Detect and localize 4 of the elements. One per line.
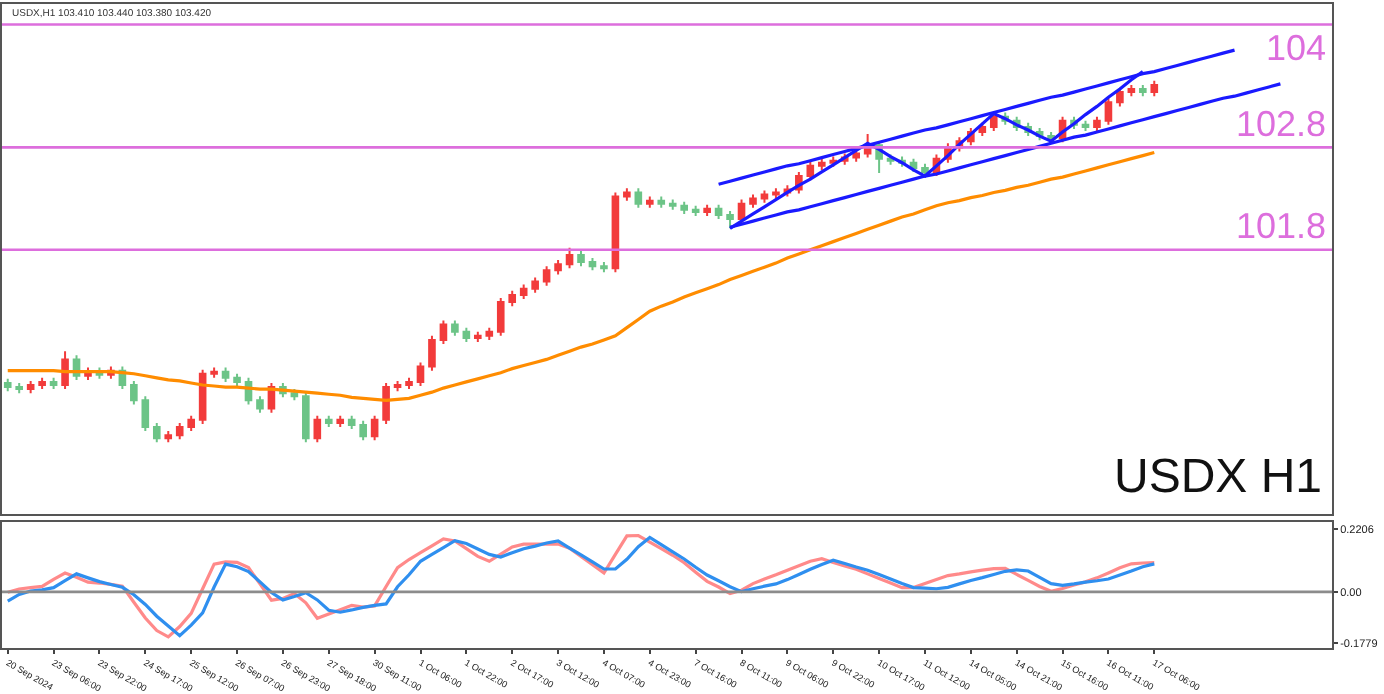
annotation: USDX H1 xyxy=(1114,450,1323,504)
ref-line-label: 102.8 xyxy=(1236,104,1327,144)
ref-line-label: 101.8 xyxy=(1236,206,1327,246)
ref-line-label: 104 xyxy=(1266,28,1327,68)
